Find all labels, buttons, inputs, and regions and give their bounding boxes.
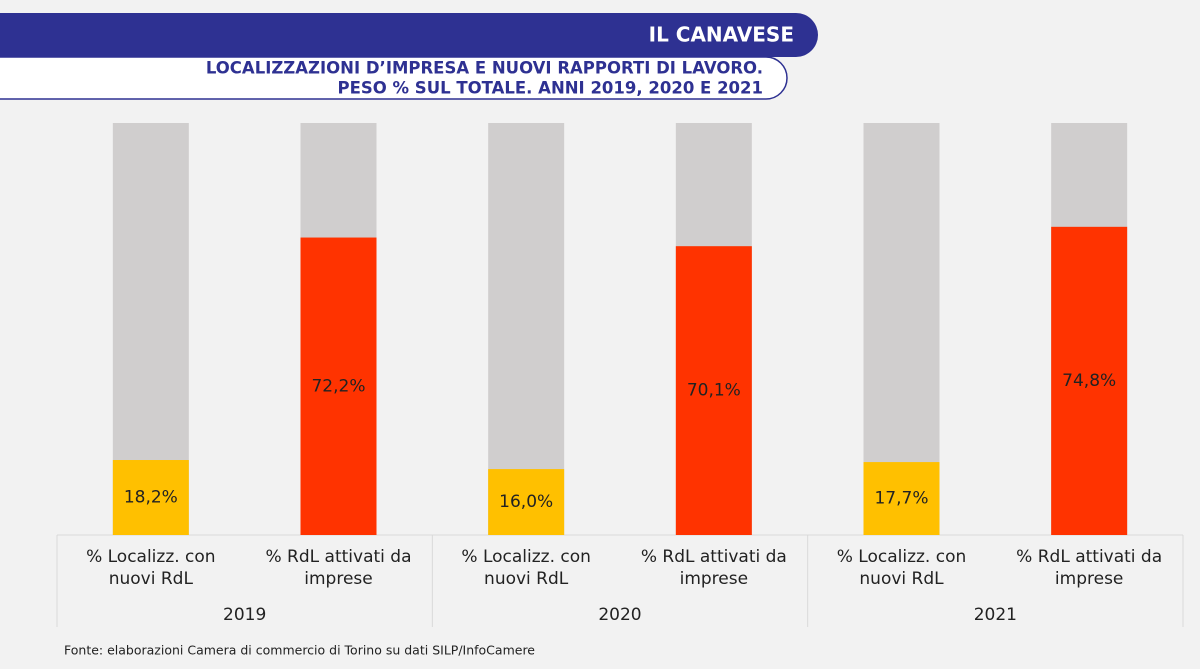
value-label: 18,2% (124, 488, 178, 508)
x-group-label: 2019 (223, 605, 266, 625)
header: IL CANAVESE (649, 23, 794, 47)
chart-subtitle: PESO % SUL TOTALE. ANNI 2019, 2020 E 202… (338, 79, 763, 98)
x-tick-label: % RdL attivati da imprese (640, 547, 787, 589)
x-tick-label: % Localizz. con nuovi RdL (86, 547, 216, 589)
x-tick-label: % RdL attivati da imprese (1016, 547, 1163, 589)
value-label: 72,2% (311, 376, 365, 396)
bar (112, 460, 189, 535)
value-label: 17,7% (874, 489, 928, 509)
bar-track (488, 123, 565, 535)
x-group-label: 2021 (974, 605, 1017, 625)
value-label: 74,8% (1062, 371, 1116, 391)
bar (863, 462, 940, 535)
header-band (0, 13, 818, 57)
chart-title: LOCALIZZAZIONI D’IMPRESA E NUOVI RAPPORT… (206, 59, 763, 78)
x-tick-label: % Localizz. con nuovi RdL (836, 547, 967, 589)
title-box (0, 56, 788, 100)
bar (1051, 226, 1128, 535)
bar (300, 237, 377, 535)
value-label: 16,0% (499, 492, 553, 512)
bar (488, 469, 565, 535)
source: Fonte: elaborazioni Camera di commercio … (64, 643, 535, 658)
x-tick-label: % Localizz. con nuovi RdL (461, 547, 591, 589)
bar (675, 246, 752, 536)
value-label: 70,1% (687, 381, 741, 401)
x-group-label: 2020 (598, 605, 641, 625)
x-tick-label: % RdL attivati da imprese (265, 547, 412, 589)
